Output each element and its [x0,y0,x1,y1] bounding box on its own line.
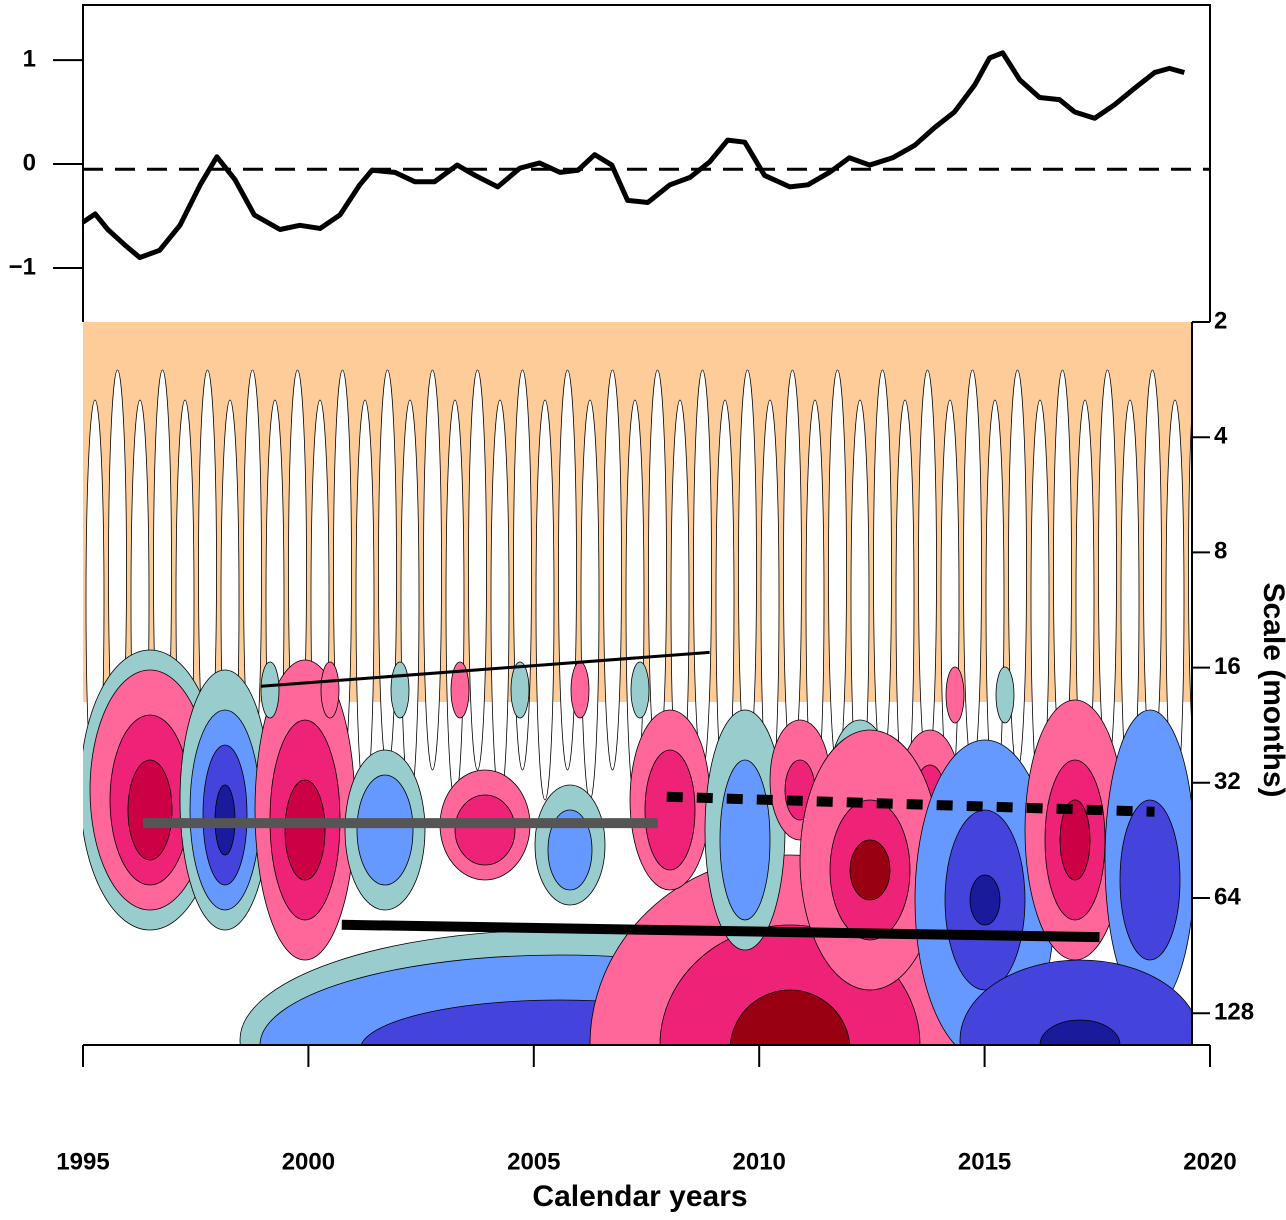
trend-line [260,650,710,688]
field-contour [284,779,326,881]
field-contour [995,666,1015,724]
series-line [81,50,1185,261]
y-tick-label: 32 [1214,768,1241,795]
axis-frame [82,4,1211,322]
trend-line [341,919,1100,943]
field-finger [1098,369,1117,771]
field-finger [580,399,600,801]
field-finger [873,369,892,771]
field-finger [648,369,667,771]
x-axis-title: Calendar years [532,1180,747,1213]
field-finger [828,369,847,771]
field-contour [1119,799,1181,961]
field-finger [603,369,622,771]
field-contour [849,839,891,901]
field-contour [969,874,1001,926]
field-finger [468,369,487,771]
field-finger [535,399,555,801]
field-finger [445,399,465,801]
field-contour [1039,1019,1121,1045]
y-tick-label: 4 [1214,423,1228,450]
y-tick-label: 8 [1214,538,1227,565]
field-contour [260,661,280,719]
field-contour [945,666,965,724]
field-finger [895,399,915,801]
x-tick-label: 2000 [282,1148,335,1175]
x-tick-label: 2020 [1183,1148,1236,1175]
y-tick-label: −1 [9,253,36,280]
y-tick-label: 16 [1214,653,1241,680]
x-tick-label: 2010 [733,1148,786,1175]
x-tick-label: 1995 [56,1148,109,1175]
field-contour [547,809,593,891]
x-tick-label: 2015 [958,1148,1011,1175]
field-contour [644,749,696,871]
field-finger [490,399,510,801]
field-contour [570,661,590,719]
field-finger [783,369,802,771]
field-contour [1059,799,1091,881]
field-finger [355,399,375,801]
field-contour [729,989,851,1045]
field-contour [127,759,173,861]
field-contour [719,759,771,921]
y-tick-label: 2 [1214,307,1227,334]
field-contour [510,661,530,719]
field-finger [423,369,442,771]
y-tick-label: 128 [1214,999,1254,1026]
field-contour [390,661,410,719]
field-contour [356,774,414,886]
y-tick-label: 64 [1214,883,1241,910]
field-finger [963,369,982,771]
field-finger [400,399,420,801]
field-finger [693,369,712,771]
field-contour [454,794,516,866]
field-finger [558,369,577,771]
wavelet-field [83,322,1192,1045]
field-finger [918,369,937,771]
field-contour [959,959,1192,1045]
y-tick-label: 0 [23,149,36,176]
y-axis-title: Scale (months) [1257,582,1286,797]
field-contour [450,661,470,719]
field-contour [630,661,650,719]
y-tick-label: 1 [23,45,36,72]
field-contour [320,661,340,719]
trend-line [666,791,1155,817]
x-tick-label: 2005 [507,1148,560,1175]
